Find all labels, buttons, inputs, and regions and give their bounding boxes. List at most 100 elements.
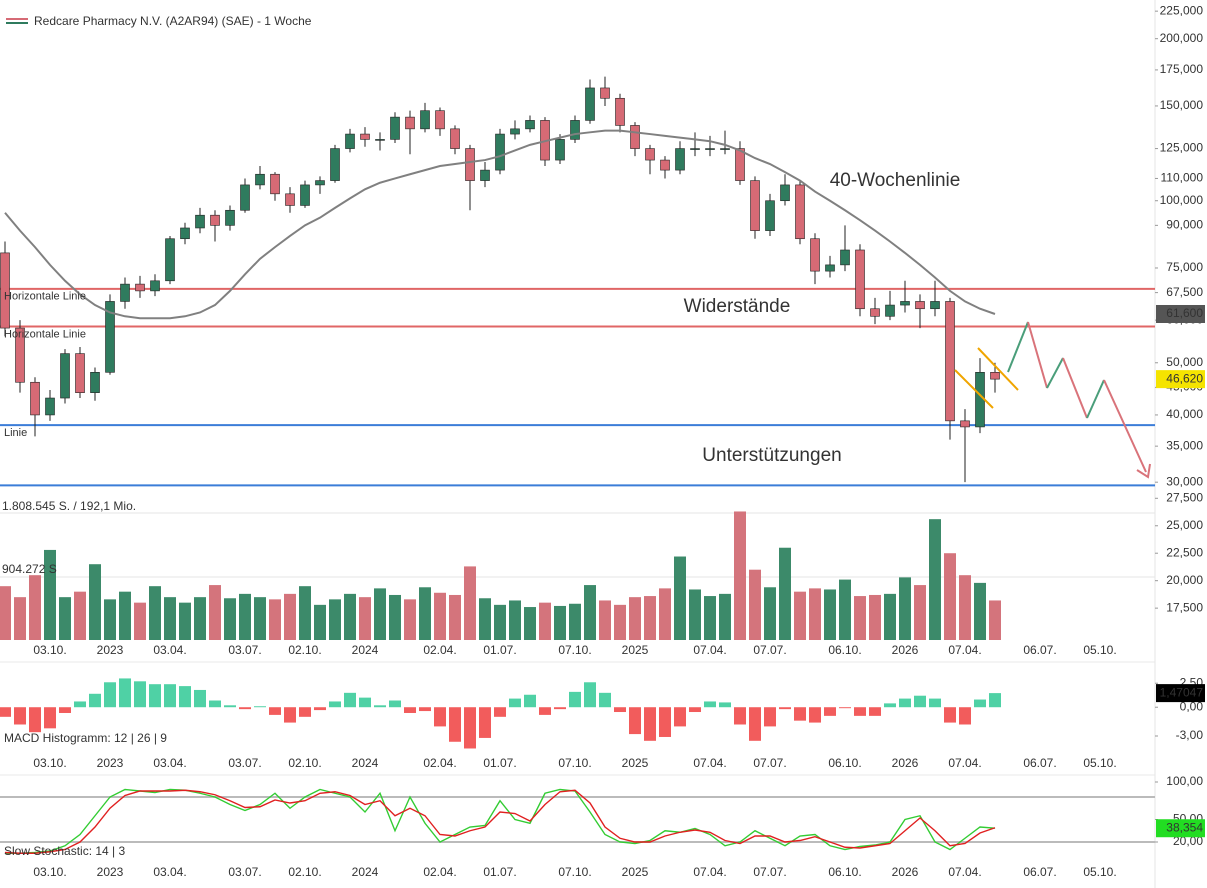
candle-body [135, 283, 145, 292]
bar [149, 586, 161, 640]
x-tick-label: 03.07. [228, 756, 261, 770]
price-tag-label: 1,47047 [1160, 685, 1204, 699]
bar [824, 707, 836, 716]
y-tick-label: 20,000 [1166, 573, 1203, 587]
price-tag-label: 46,620 [1166, 371, 1203, 385]
bar [779, 547, 791, 640]
bar [404, 707, 416, 713]
bar [269, 707, 281, 715]
candle-body [885, 304, 895, 317]
bar [719, 593, 731, 640]
candle-body [795, 184, 805, 240]
bar [764, 587, 776, 640]
x-tick-label: 06.07. [1023, 756, 1056, 770]
bar [509, 698, 521, 708]
bar [419, 587, 431, 640]
volume-title: 1.808.545 S. / 192,1 Mio. [2, 499, 136, 513]
x-tick-label: 07.04. [948, 865, 981, 879]
bar [44, 549, 56, 640]
candle-body [15, 327, 25, 383]
bar [194, 597, 206, 640]
x-tick-label: 03.04. [153, 643, 186, 657]
candle-body [0, 252, 10, 329]
bar [674, 556, 686, 640]
y-tick-label: 67,500 [1166, 285, 1203, 299]
candle-body [960, 420, 970, 428]
x-tick-label: 06.10. [828, 643, 861, 657]
bar [794, 707, 806, 721]
bar [554, 605, 566, 640]
candle-body [285, 193, 295, 206]
bar [74, 591, 86, 640]
legend: Redcare Pharmacy N.V. (A2AR94) (SAE) - 1… [6, 14, 312, 28]
candle-body [330, 148, 340, 181]
candle-body [435, 110, 445, 130]
bar [389, 594, 401, 640]
candle-body [300, 184, 310, 206]
candle-body [420, 110, 430, 130]
legend-title: Redcare Pharmacy N.V. (A2AR94) (SAE) - 1… [34, 14, 312, 28]
price-tag-label: 61,600 [1166, 306, 1203, 320]
candle-body [900, 301, 910, 306]
y-tick-label: 35,000 [1166, 438, 1203, 452]
candle-body [555, 139, 565, 161]
x-tick-label: 05.10. [1083, 643, 1116, 657]
bar [29, 575, 41, 640]
bar [974, 699, 986, 708]
bar [209, 700, 221, 708]
bar [569, 603, 581, 640]
candle-body [645, 148, 655, 161]
candle-body [465, 148, 475, 181]
x-tick-label: 07.04. [948, 756, 981, 770]
bar [224, 705, 236, 708]
horizontal-line-label: Horizontale Linie [4, 328, 86, 340]
x-tick-label: 01.07. [483, 756, 516, 770]
bar [14, 597, 26, 640]
bar [59, 707, 71, 713]
y-tick-label: 125,000 [1160, 141, 1204, 155]
bar [959, 707, 971, 725]
bar [614, 604, 626, 640]
candle-body [75, 353, 85, 393]
bar [674, 707, 686, 727]
bar [14, 707, 26, 725]
bar [464, 707, 476, 749]
bar [644, 707, 656, 741]
bar [989, 600, 1001, 640]
bar [944, 553, 956, 640]
bar [599, 600, 611, 640]
bar [794, 591, 806, 640]
candle-body [150, 280, 160, 292]
annotation: Widerstände [684, 296, 791, 317]
bar [779, 707, 791, 710]
y-tick-label: 200,000 [1160, 31, 1204, 45]
series-line [5, 788, 996, 854]
bar [419, 707, 431, 712]
bar [839, 579, 851, 640]
candle-body [405, 116, 415, 130]
bar [869, 594, 881, 640]
bar [929, 698, 941, 708]
candle-body [630, 125, 640, 149]
x-tick-label: 07.07. [753, 865, 786, 879]
bar [614, 707, 626, 713]
bar [89, 564, 101, 640]
y-tick-label: 0,00 [1180, 699, 1204, 713]
x-tick-label: 03.07. [228, 865, 261, 879]
bar [134, 681, 146, 708]
candle-body [270, 173, 280, 195]
x-tick-label: 06.07. [1023, 643, 1056, 657]
y-tick-label: 100,000 [1160, 193, 1204, 207]
x-tick-label: 07.07. [753, 756, 786, 770]
x-tick-label: 03.10. [33, 756, 66, 770]
bar [704, 701, 716, 708]
x-tick-label: 03.04. [153, 865, 186, 879]
channel-line [977, 347, 1019, 391]
candle-body [570, 120, 580, 140]
candle-body [825, 264, 835, 272]
x-tick-label: 2025 [622, 865, 649, 879]
price-tag-label: 38,354 [1166, 820, 1203, 834]
candle-body [975, 372, 985, 428]
bar [74, 701, 86, 708]
x-tick-label: 07.04. [948, 643, 981, 657]
